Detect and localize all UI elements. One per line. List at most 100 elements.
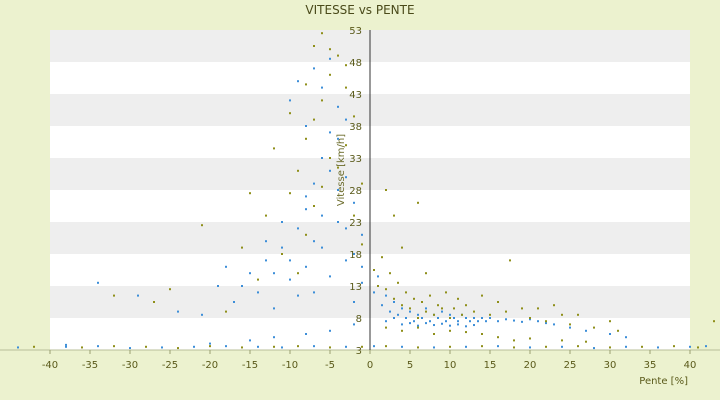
data-point (453, 317, 455, 319)
data-point (409, 310, 411, 313)
data-point (569, 323, 571, 326)
data-point (397, 281, 399, 284)
data-point (249, 192, 251, 195)
data-point (457, 323, 459, 326)
data-point (497, 301, 499, 303)
y-axis-label: Vitesse [km/h] (336, 134, 347, 206)
data-point (401, 246, 403, 249)
data-point (273, 336, 275, 339)
data-point (449, 324, 451, 327)
data-point (321, 246, 323, 249)
y-tick-label: 28 (349, 186, 362, 197)
data-point (249, 272, 251, 275)
data-point (361, 281, 363, 284)
data-point (329, 275, 331, 278)
data-point (313, 182, 315, 185)
data-point (337, 54, 339, 57)
data-point (257, 345, 259, 348)
data-point (329, 346, 331, 349)
data-point (505, 310, 507, 313)
x-tick-label: 0 (367, 360, 373, 371)
data-point (385, 294, 387, 297)
x-tick-labels: -40 -35 -30 -25 -20 -15 -10 -5 0 5 10 15 20 25 30 35 40 (42, 350, 696, 371)
data-point (393, 317, 395, 319)
data-point (321, 185, 323, 188)
data-point (345, 227, 347, 230)
data-point (569, 326, 571, 329)
data-point (393, 301, 395, 303)
data-point (513, 346, 515, 349)
y-tick-label: 8 (356, 314, 362, 325)
data-point (65, 343, 67, 346)
data-point (577, 313, 579, 316)
data-point (481, 317, 483, 319)
data-point (313, 45, 315, 47)
data-points (17, 32, 715, 350)
data-point (461, 313, 463, 316)
data-point (413, 297, 415, 300)
data-point (441, 310, 443, 313)
data-point (413, 320, 415, 323)
data-point (561, 313, 563, 316)
data-point (561, 345, 563, 348)
data-point (465, 304, 467, 307)
data-point (373, 291, 375, 294)
data-point (397, 313, 399, 316)
data-point (329, 131, 331, 134)
data-point (433, 333, 435, 335)
data-point (401, 345, 403, 348)
data-point (353, 115, 355, 118)
data-point (313, 291, 315, 294)
data-point (257, 278, 259, 281)
data-point (241, 246, 243, 249)
x-tick-label: -30 (122, 360, 138, 371)
data-point (401, 304, 403, 307)
data-point (373, 345, 375, 348)
data-point (441, 307, 443, 310)
data-point (329, 157, 331, 159)
data-point (305, 333, 307, 335)
data-point (437, 317, 439, 319)
data-point (421, 301, 423, 303)
data-point (401, 323, 403, 326)
data-point (381, 304, 383, 307)
data-point (329, 73, 331, 76)
data-point (521, 320, 523, 323)
data-point (337, 166, 339, 169)
data-point (689, 345, 691, 348)
data-point (609, 346, 611, 349)
data-point (465, 345, 467, 348)
y-tick-label: 13 (349, 282, 362, 293)
y-tick-label: 53 (349, 26, 362, 37)
data-point (249, 339, 251, 342)
data-point (337, 137, 339, 140)
data-point (705, 345, 707, 348)
data-point (337, 221, 339, 223)
data-point (305, 208, 307, 211)
data-point (313, 205, 315, 207)
data-point (273, 307, 275, 310)
data-point (509, 259, 511, 262)
data-point (305, 195, 307, 198)
data-point (81, 346, 83, 349)
data-point (449, 317, 451, 319)
data-point (345, 176, 347, 179)
data-point (289, 192, 291, 195)
data-point (225, 310, 227, 313)
data-point (585, 329, 587, 332)
data-point (545, 345, 547, 348)
data-point (177, 347, 179, 350)
data-point (313, 118, 315, 121)
data-point (417, 313, 419, 316)
data-point (305, 265, 307, 268)
data-point (313, 345, 315, 348)
data-point (449, 313, 451, 316)
y-tick-label: 3 (356, 346, 362, 357)
data-point (361, 233, 363, 236)
data-point (389, 310, 391, 313)
data-point (393, 214, 395, 217)
data-point (489, 317, 491, 319)
data-point (513, 339, 515, 342)
data-point (401, 329, 403, 332)
data-point (289, 278, 291, 281)
